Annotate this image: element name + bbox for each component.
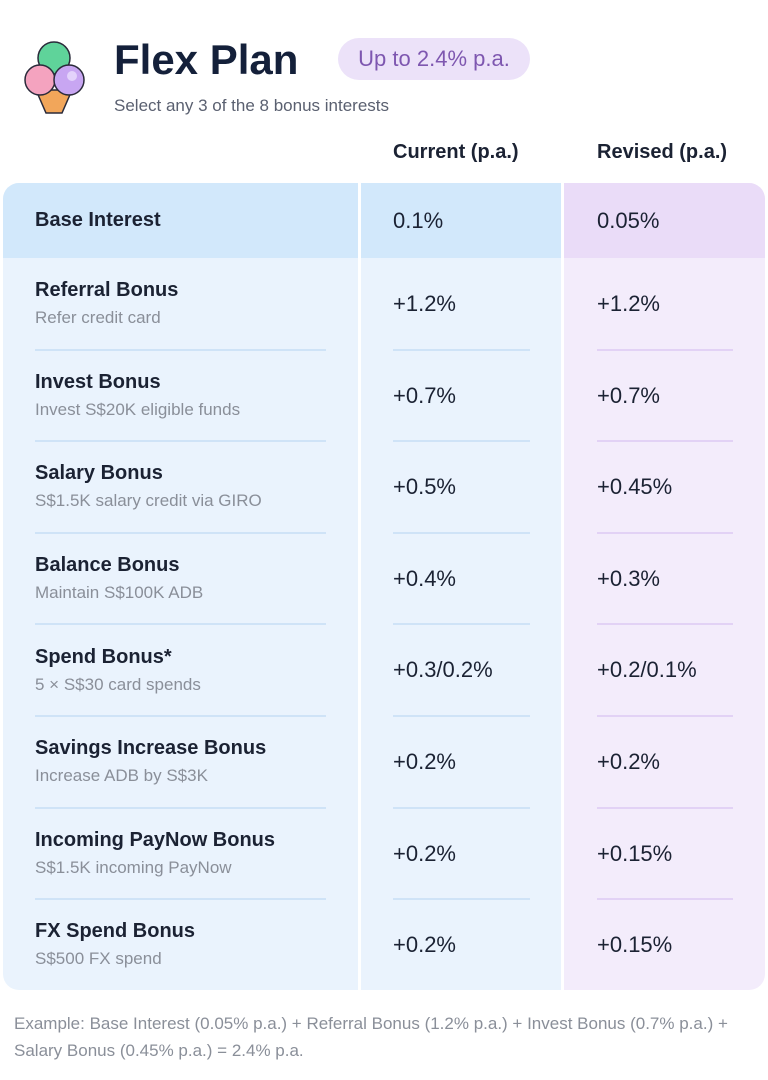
revised-value: +0.2/0.1% <box>597 657 697 683</box>
divider <box>35 623 326 626</box>
divider <box>35 531 326 534</box>
current-value: +0.3/0.2% <box>393 657 493 683</box>
divider <box>597 348 733 351</box>
current-value: +0.2% <box>393 932 456 958</box>
title: Flex Plan <box>114 36 299 83</box>
divider <box>35 348 326 351</box>
row-name: Savings Increase Bonus <box>35 737 267 760</box>
badge: Up to 2.4% p.a. <box>338 38 530 80</box>
divider <box>393 898 530 901</box>
current-value: +0.2% <box>393 840 456 866</box>
current-value: +0.4% <box>393 565 456 591</box>
revised-value: +0.3% <box>597 565 660 591</box>
current-value: 0.1% <box>393 208 444 233</box>
row-name: Salary Bonus <box>35 462 163 485</box>
row-label: Salary Bonus S$1.5K salary credit via GIR… <box>35 441 262 533</box>
row-label: Base Interest <box>35 183 161 258</box>
row-label: Invest Bonus Invest S$20K eligible funds <box>35 350 240 442</box>
row-name: Spend Bonus* <box>35 645 172 668</box>
revised-value: +1.2% <box>597 291 660 316</box>
divider <box>393 806 530 809</box>
row-desc: Increase ADB by S$3K <box>35 766 208 786</box>
row-label: Balance Bonus Maintain S$100K ADB <box>35 533 203 625</box>
divider <box>597 623 733 626</box>
current-value: +0.2% <box>393 749 456 774</box>
divider <box>393 440 530 443</box>
row-name: Base Interest <box>35 209 161 231</box>
divider <box>35 898 326 901</box>
divider <box>393 348 530 351</box>
divider <box>35 440 326 443</box>
row-desc: S$1.5K salary credit via GIRO <box>35 491 262 511</box>
row-label: Incoming PayNow Bonus S$1.5K incoming Pay… <box>35 808 275 900</box>
row-name: Referral Bonus <box>35 279 179 302</box>
column-header: Revised (p.a.) <box>597 141 728 163</box>
divider <box>35 806 326 809</box>
row-label: Referral Bonus Refer credit card <box>35 258 178 350</box>
row-desc: S$1.5K incoming PayNow <box>35 857 232 877</box>
current-value: +0.7% <box>393 382 456 408</box>
row-label: Savings Increase Bonus Increase ADB by S$… <box>35 716 266 808</box>
divider <box>393 623 530 626</box>
row-label: Spend Bonus* 5 × S$30 card spends <box>35 624 201 716</box>
divider <box>393 715 530 717</box>
row-desc: Refer credit card <box>35 308 161 328</box>
row-name: Balance Bonus <box>35 554 180 577</box>
divider <box>597 806 733 809</box>
row-name: Incoming PayNow Bonus <box>35 828 276 851</box>
subtitle: Select any 3 of the 8 bonus interests <box>114 96 390 115</box>
current-value: +1.2% <box>393 291 456 316</box>
divider <box>597 715 733 717</box>
divider <box>597 531 733 534</box>
row-desc: Invest S$20K eligible funds <box>35 399 241 419</box>
revised-value: 0.05% <box>597 208 660 233</box>
divider <box>35 715 326 717</box>
revised-value: +0.15% <box>597 932 673 958</box>
revised-value: +0.7% <box>597 382 660 408</box>
revised-value: +0.2% <box>597 749 660 774</box>
row-name: FX Spend Bonus <box>35 920 195 943</box>
row-desc: S$500 FX spend <box>35 949 162 969</box>
ice-cream-icon <box>24 41 85 114</box>
row-name: Invest Bonus <box>35 370 161 393</box>
table: Base Interest 0.1% 0.05% Referral Bonus Refe… <box>3 183 765 990</box>
revised-value: +0.15% <box>597 840 673 866</box>
row-desc: Maintain S$100K ADB <box>35 583 204 603</box>
footnote: Example: Base Interest (0.05% p.a.) + Re… <box>14 1014 728 1060</box>
current-value: +0.5% <box>393 474 456 500</box>
divider <box>393 531 530 534</box>
row-label: FX Spend Bonus S$500 FX spend <box>35 899 195 990</box>
revised-value: +0.45% <box>597 474 673 500</box>
row-desc: 5 × S$30 card spends <box>35 674 201 694</box>
divider <box>597 440 733 443</box>
column-header: Current (p.a.) <box>393 141 519 163</box>
divider <box>597 898 733 901</box>
